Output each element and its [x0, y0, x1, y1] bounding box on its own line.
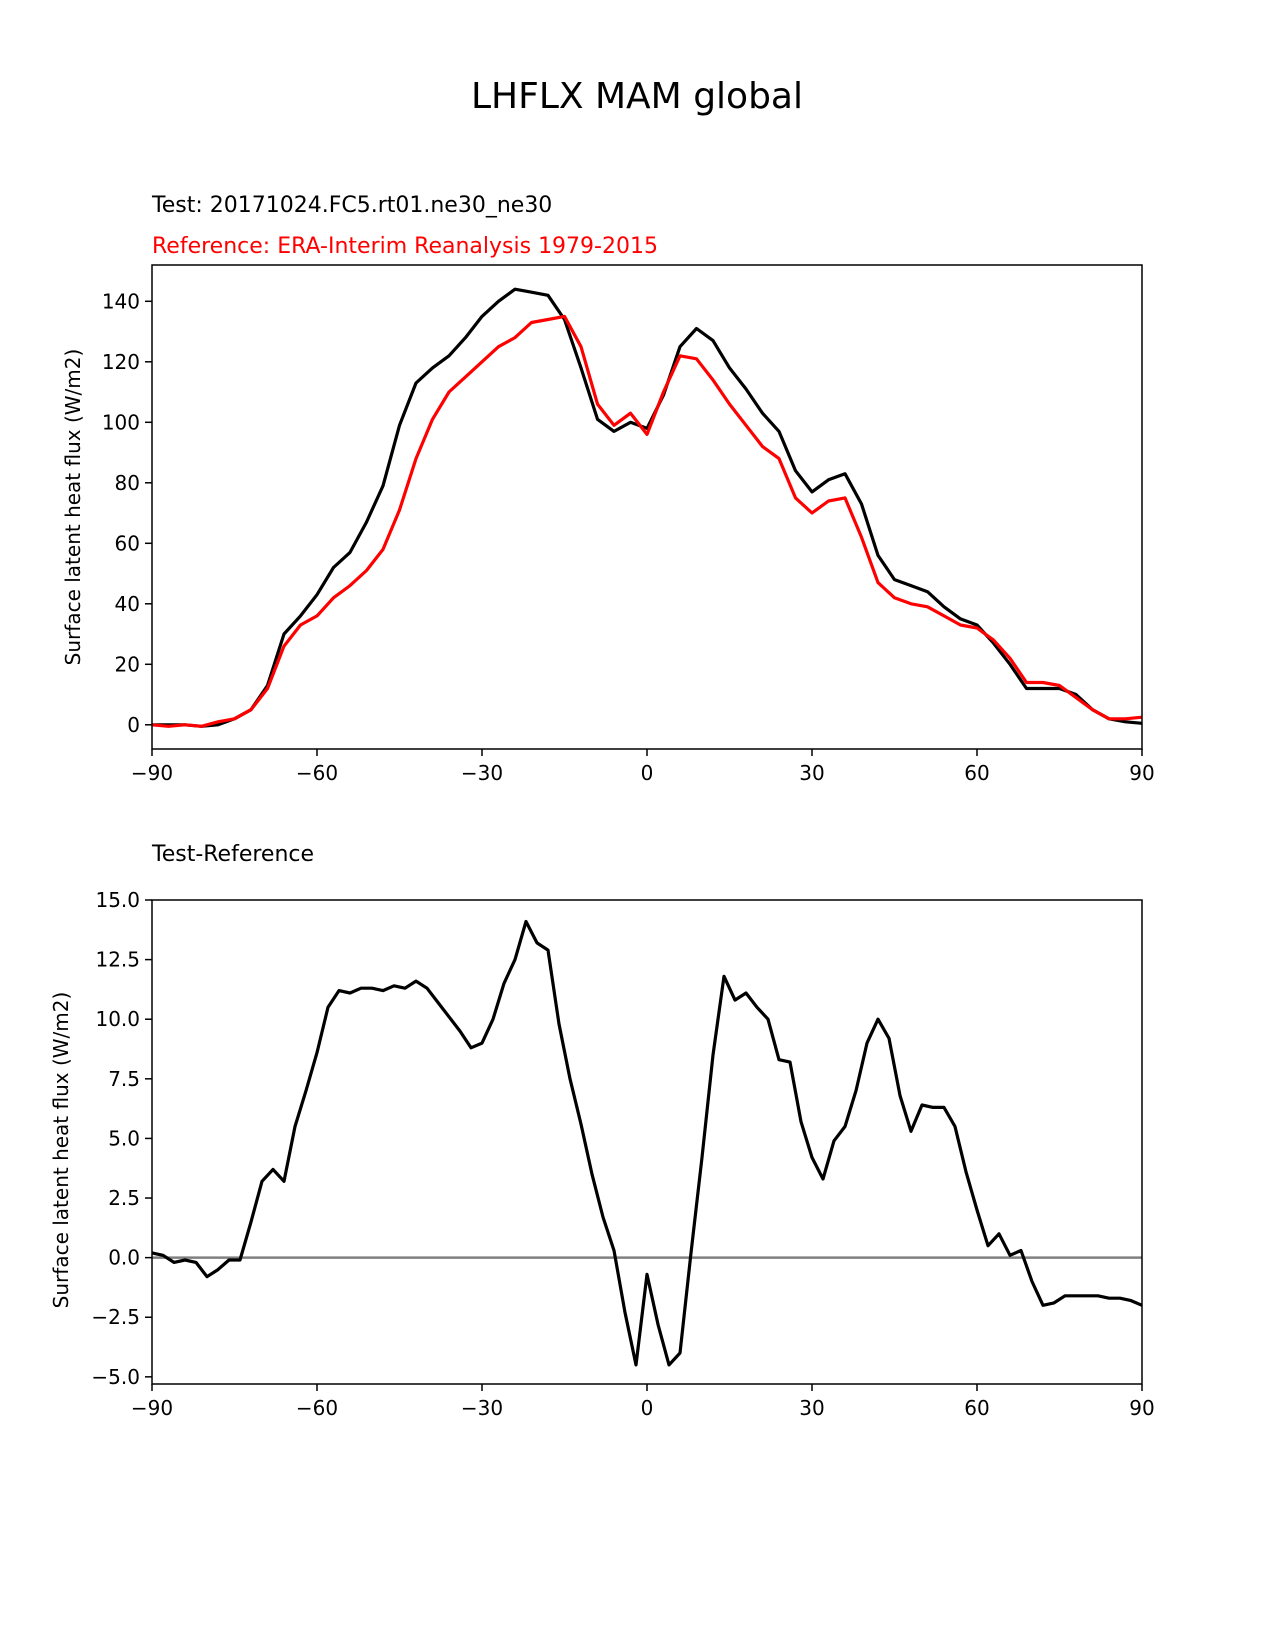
x-tick-label: 30	[799, 761, 824, 785]
y-tick-label: 140	[102, 289, 140, 313]
x-tick-label: −90	[131, 761, 173, 785]
test-series-line	[152, 287, 1143, 728]
y-tick-label: 0	[127, 713, 140, 737]
y-tick-label: −2.5	[91, 1305, 140, 1329]
y-tick-label: −5.0	[91, 1365, 140, 1389]
x-tick-label: 90	[1129, 1396, 1154, 1420]
x-tick-label: −30	[461, 1396, 503, 1420]
x-tick-label: 30	[799, 1396, 824, 1420]
test-reference-series-line	[151, 919, 1143, 1367]
x-tick-label: 60	[964, 761, 989, 785]
top-plot-area: −90 −60 −30 0 30 60 90 0 20 40 60 80 100 120 140	[102, 264, 1155, 785]
reference-label: Reference: ERA-Interim Reanalysis 1979-2…	[152, 234, 658, 259]
top-y-axis-label: Surface latent heat flux (W/m2)	[61, 349, 85, 666]
x-tick-label: −60	[296, 1396, 338, 1420]
bottom-plot-area: −90 −60 −30 0 30 60 90 −5.0 −2.5 0.0 2.5 5.0 7.5 10.0…	[91, 888, 1154, 1420]
y-tick-label: 15.0	[95, 888, 140, 912]
bottom-y-axis-label: Surface latent heat flux (W/m2)	[49, 992, 73, 1309]
x-tick-label: 60	[964, 1396, 989, 1420]
x-tick-label: 0	[641, 1396, 654, 1420]
y-tick-label: 2.5	[108, 1186, 140, 1210]
test-label: Test: 20171024.FC5.rt01.ne30_ne30	[151, 193, 552, 218]
figure-title: LHFLX MAM global	[471, 76, 803, 117]
reference-series-line	[151, 314, 1143, 728]
y-tick-label: 7.5	[108, 1067, 140, 1091]
y-tick-label: 100	[102, 410, 140, 434]
y-tick-label: 5.0	[108, 1126, 140, 1150]
y-tick-label: 12.5	[95, 948, 140, 972]
axes-frame	[151, 899, 1143, 1385]
x-tick-label: 0	[641, 761, 654, 785]
y-tick-label: 10.0	[95, 1007, 140, 1031]
x-tick-label: −30	[461, 761, 503, 785]
x-tick-label: 90	[1129, 761, 1154, 785]
y-tick-label: 20	[115, 652, 140, 676]
y-tick-label: 60	[115, 531, 140, 555]
y-tick-label: 40	[115, 592, 140, 616]
y-tick-label: 80	[115, 471, 140, 495]
y-tick-label: 120	[102, 350, 140, 374]
x-tick-label: −60	[296, 761, 338, 785]
difference-panel: Test-Reference Surface latent heat flux …	[49, 842, 1155, 1420]
zonal-mean-panel: Test: 20171024.FC5.rt01.ne30_ne30 Refere…	[61, 193, 1155, 785]
axes-frame	[151, 264, 1143, 750]
y-tick-label: 0.0	[108, 1246, 140, 1270]
x-tick-label: −90	[131, 1396, 173, 1420]
difference-title: Test-Reference	[151, 842, 314, 867]
